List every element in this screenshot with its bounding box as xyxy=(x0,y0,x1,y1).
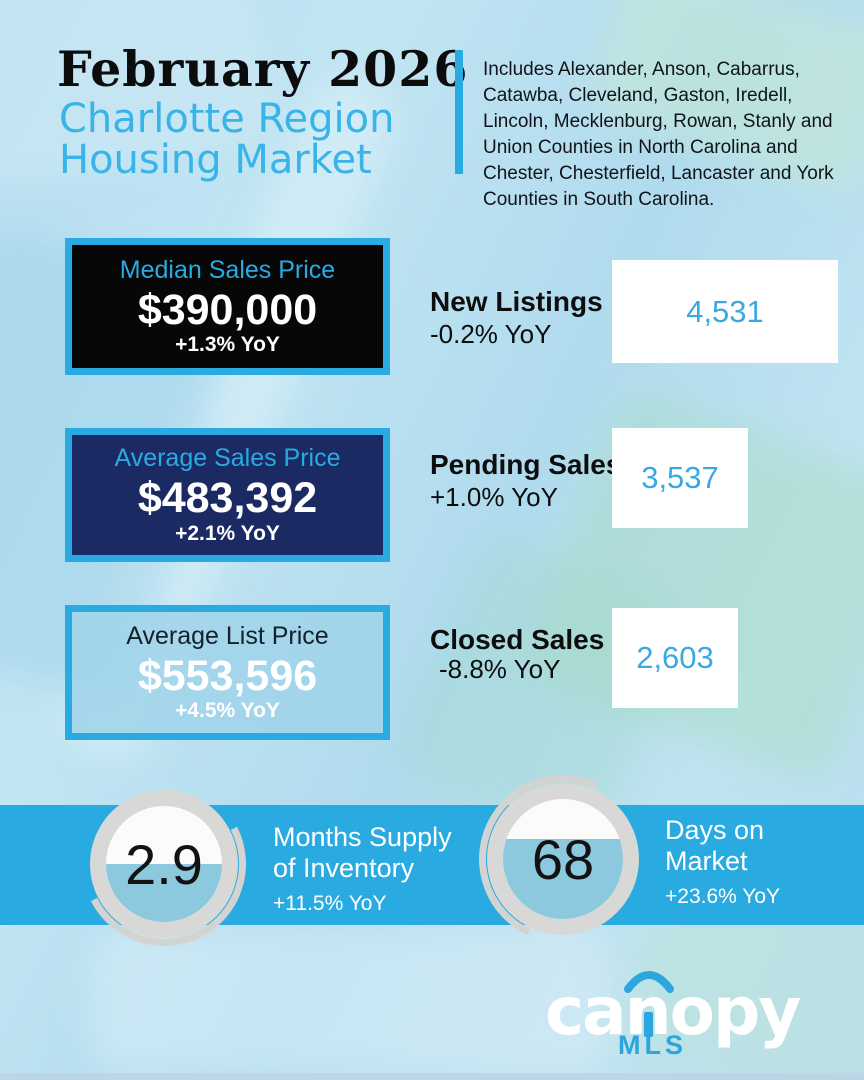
metric-yoy: +1.0% YoY xyxy=(430,482,558,512)
months-supply-caption: Months Supply of Inventory +11.5% YoY xyxy=(273,822,452,916)
gauge-fill-level xyxy=(106,864,222,922)
page-subtitle: Charlotte Region Housing Market xyxy=(59,99,394,181)
mls-label: MLS xyxy=(618,1030,687,1060)
card-value: $553,596 xyxy=(137,651,318,700)
metric-yoy: -8.8% YoY xyxy=(439,654,561,684)
card-value: $390,000 xyxy=(137,285,318,334)
caption-yoy: +11.5% YoY xyxy=(273,892,387,915)
months-supply-gauge: 2.9 xyxy=(60,760,268,968)
median-sales-price-card: Median Sales Price $390,000 +1.3% YoY xyxy=(65,238,390,375)
caption-line-1: Months Supply xyxy=(273,822,452,852)
metric-yoy: -0.2% YoY xyxy=(430,319,552,349)
pending-sales-value-box: 3,537 xyxy=(612,428,748,528)
region-description: Includes Alexander, Anson, Cabarrus, Cat… xyxy=(483,59,834,210)
gauge-fill-level xyxy=(503,838,623,919)
card-value: $483,392 xyxy=(137,474,318,523)
days-on-market-caption: Days on Market +23.6% YoY xyxy=(665,815,780,909)
caption-line-1: Days on xyxy=(665,815,765,845)
closed-sales-value-box: 2,603 xyxy=(612,608,738,708)
caption-line-2: of Inventory xyxy=(273,853,415,883)
average-sales-price-card: Average Sales Price $483,392 +2.1% YoY xyxy=(65,428,390,562)
canopy-roof-arc-icon xyxy=(624,971,674,993)
gauge-value: 68 xyxy=(531,827,595,891)
page-title: February 2026 xyxy=(57,40,469,98)
card-title: Average Sales Price xyxy=(114,444,341,473)
caption-line-2: Market xyxy=(665,846,748,876)
metric-value: 4,531 xyxy=(686,293,764,329)
average-list-price-card: Average List Price $553,596 +4.5% YoY xyxy=(65,605,390,740)
new-listings-value-box: 4,531 xyxy=(612,260,838,363)
metric-label: Closed Sales xyxy=(430,624,605,655)
pending-sales-metric: Pending Sales +1.0% YoY xyxy=(430,448,621,513)
days-on-market-gauge: 68 xyxy=(455,751,671,967)
card-title: Average List Price xyxy=(126,621,329,650)
new-listings-metric: New Listings -0.2% YoY xyxy=(430,285,603,350)
metric-label: Pending Sales xyxy=(430,449,622,480)
gauge-dial: 68 xyxy=(503,799,623,919)
card-yoy: +4.5% YoY xyxy=(175,699,280,723)
background-photo-patch xyxy=(90,925,610,1075)
metric-value: 3,537 xyxy=(641,460,719,495)
header-divider xyxy=(455,50,463,174)
gauge-dial: 2.9 xyxy=(106,806,222,922)
gauge-value: 2.9 xyxy=(125,832,203,896)
subtitle-line-2: Housing Market xyxy=(59,137,372,183)
closed-sales-metric: Closed Sales -8.8% YoY xyxy=(430,623,604,683)
metric-value: 2,603 xyxy=(636,640,714,675)
card-title: Median Sales Price xyxy=(119,255,336,284)
card-yoy: +1.3% YoY xyxy=(175,333,280,357)
card-yoy: +2.1% YoY xyxy=(175,521,280,545)
canopy-mls-logo: canopy MLS xyxy=(545,971,805,1073)
canopy-door-icon xyxy=(644,1012,653,1037)
bottom-edge-strip xyxy=(0,1073,864,1080)
metric-label: New Listings xyxy=(430,286,603,317)
caption-yoy: +23.6% YoY xyxy=(665,885,781,908)
subtitle-line-1: Charlotte Region xyxy=(59,96,395,142)
